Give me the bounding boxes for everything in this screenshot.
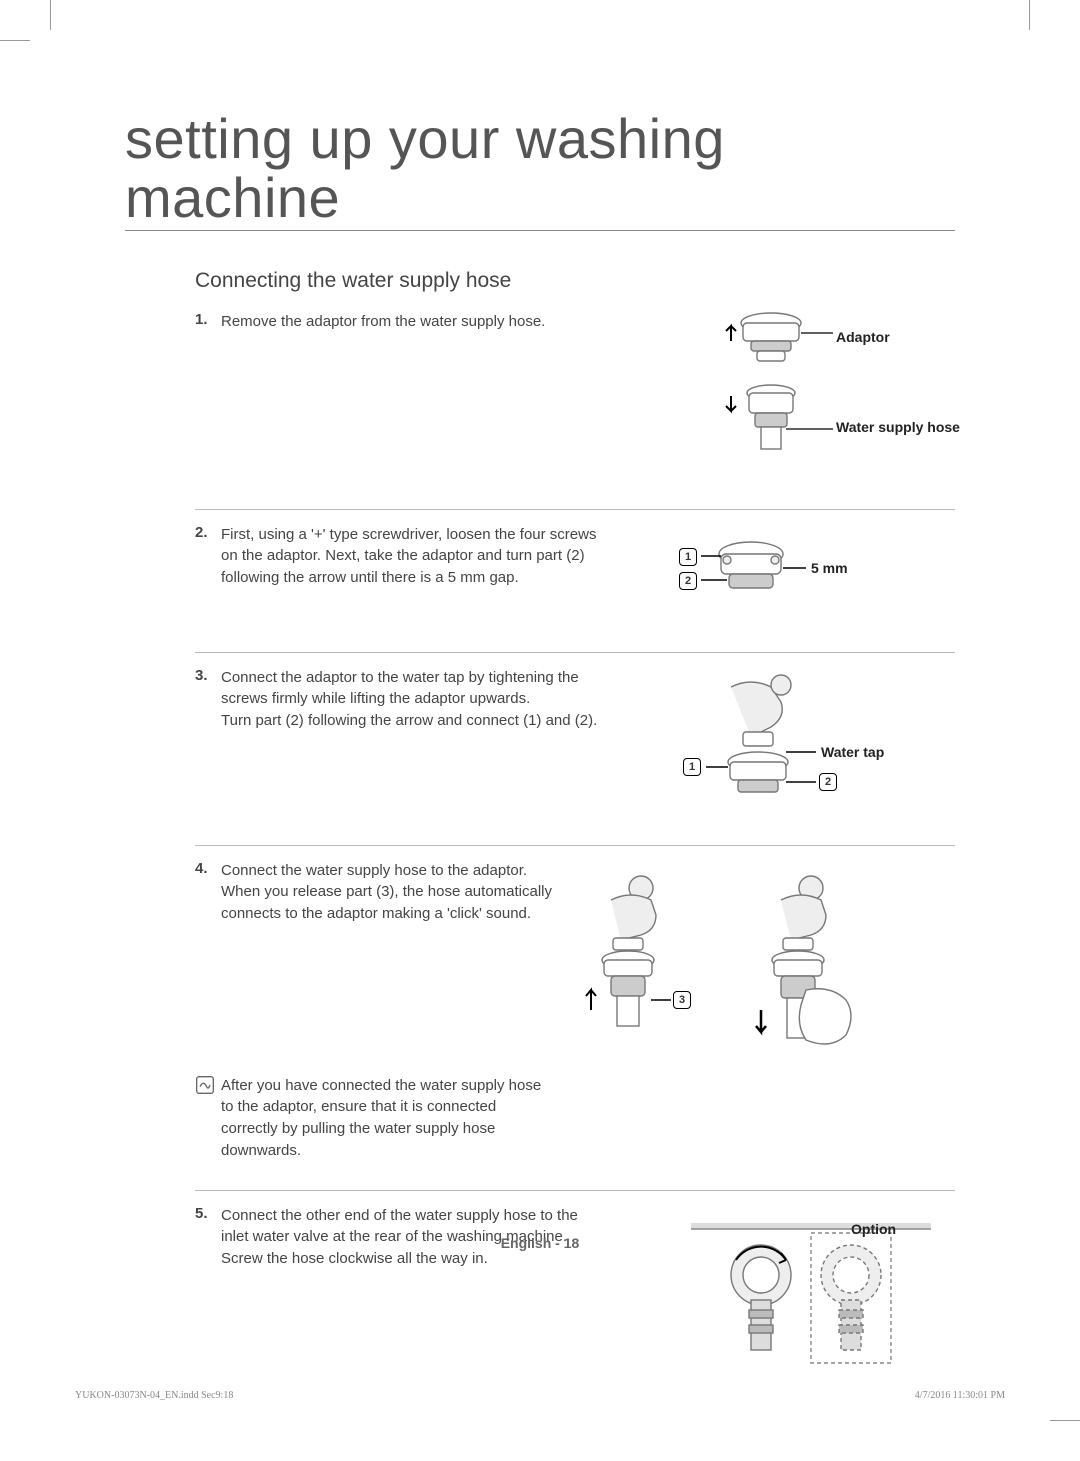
- inlet-valve-illustration: [681, 1205, 941, 1385]
- note-icon: [195, 1075, 221, 1100]
- footer-lang: English -: [501, 1235, 564, 1251]
- note-row: After you have connected the water suppl…: [195, 1075, 955, 1162]
- step-number: 4.: [195, 860, 221, 877]
- step-number: 5.: [195, 1205, 221, 1222]
- label-5mm: 5 mm: [811, 560, 848, 576]
- section-subtitle: Connecting the water supply hose: [195, 269, 955, 293]
- callout-1: 1: [679, 548, 697, 566]
- step-text: Connect the adaptor to the water tap by …: [221, 667, 601, 732]
- step-text: Remove the adaptor from the water supply…: [221, 311, 601, 333]
- content-area: setting up your washing machine Connecti…: [125, 110, 955, 1413]
- footer-timestamp: 4/7/2016 11:30:01 PM: [915, 1390, 1005, 1401]
- step-1: 1. Remove the adaptor from the water sup…: [195, 311, 955, 509]
- crop-mark: [1050, 1420, 1080, 1421]
- label-water-tap: Water tap: [821, 744, 884, 760]
- label-adaptor: Adaptor: [836, 329, 890, 345]
- step-2-figure: 1 2 5 mm: [601, 524, 955, 624]
- footer-page-number: 18: [564, 1235, 580, 1251]
- step-5-figure: Option: [601, 1205, 955, 1385]
- crop-mark: [1029, 0, 1030, 30]
- step-2: 2. First, using a '+' type screwdriver, …: [195, 509, 955, 652]
- callout-2: 2: [679, 572, 697, 590]
- page-footer: English - 18: [0, 1235, 1080, 1251]
- step-text: Connect the water supply hose to the ada…: [221, 860, 561, 925]
- page: setting up your washing machine Connecti…: [0, 0, 1080, 1461]
- callout-2: 2: [819, 773, 837, 791]
- callout-3: 3: [673, 991, 691, 1009]
- step-5: 5. Connect the other end of the water su…: [195, 1190, 955, 1413]
- label-hose: Water supply hose: [836, 419, 960, 436]
- step-4-figure: 3: [561, 860, 955, 1065]
- note-text: After you have connected the water suppl…: [221, 1075, 551, 1162]
- hose-connect-illustration: [551, 860, 931, 1065]
- step-3-figure: 1 2 Water tap: [601, 667, 955, 817]
- step-text: First, using a '+' type screwdriver, loo…: [221, 524, 601, 589]
- tap-adaptor-illustration: [651, 667, 871, 817]
- footer-filename: YUKON-03073N-04_EN.indd Sec9:18: [75, 1390, 233, 1401]
- callout-1: 1: [683, 758, 701, 776]
- adaptor-hose-illustration: [661, 301, 881, 471]
- page-title: setting up your washing machine: [125, 110, 955, 231]
- step-number: 3.: [195, 667, 221, 684]
- step-4: 4. Connect the water supply hose to the …: [195, 845, 955, 1190]
- crop-mark: [50, 0, 51, 30]
- step-1-figure: Adaptor Water supply hose: [601, 311, 955, 481]
- crop-mark: [0, 40, 30, 41]
- step-number: 2.: [195, 524, 221, 541]
- step-3: 3. Connect the adaptor to the water tap …: [195, 652, 955, 845]
- step-number: 1.: [195, 311, 221, 328]
